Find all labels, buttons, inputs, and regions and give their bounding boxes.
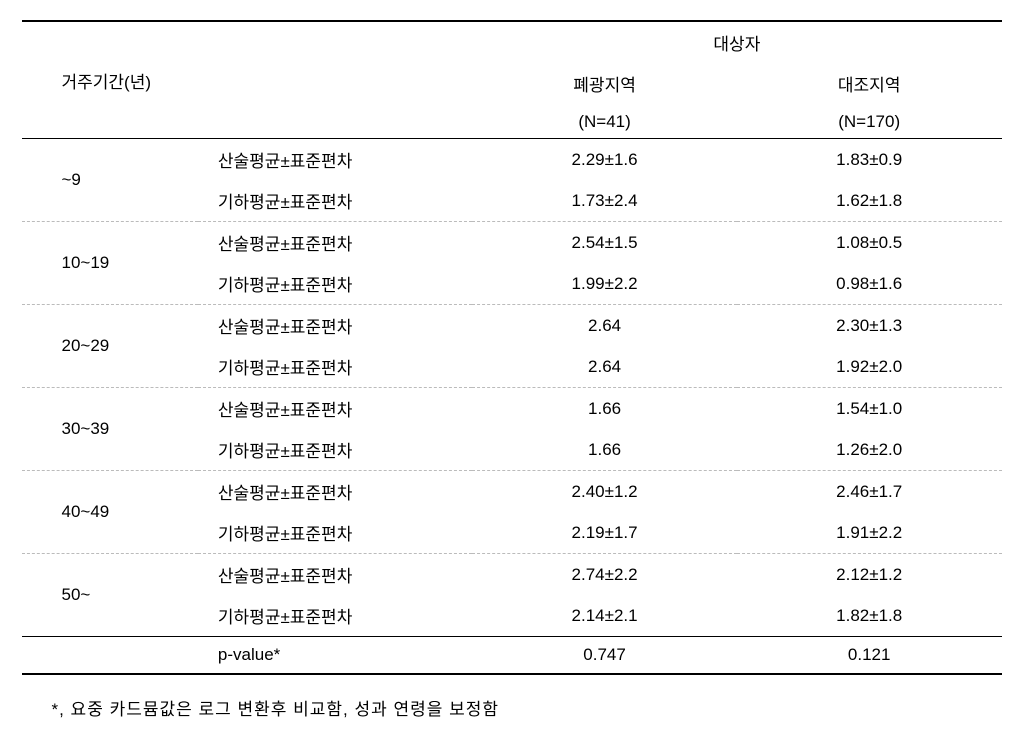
metric-label: 산술평균±표준편차 [198,554,472,596]
value-cell: 2.19±1.7 [472,512,737,554]
value-cell: 1.26±2.0 [737,429,1002,471]
value-cell: 1.91±2.2 [737,512,1002,554]
value-cell: 2.29±1.6 [472,139,737,181]
metric-label: 산술평균±표준편차 [198,388,472,430]
value-cell: 2.40±1.2 [472,471,737,513]
metric-label: 기하평균±표준편차 [198,180,472,222]
value-cell: 1.73±2.4 [472,180,737,222]
group-header: 대상자 [472,21,1001,63]
metric-label: 기하평균±표준편차 [198,595,472,637]
col2-n: (N=170) [737,104,1002,139]
table-body: ~9산술평균±표준편차2.29±1.61.83±0.9기하평균±표준편차1.73… [22,139,1002,675]
metric-label: 산술평균±표준편차 [198,139,472,181]
value-cell: 2.12±1.2 [737,554,1002,596]
value-cell: 0.98±1.6 [737,263,1002,305]
table-row: 20~29산술평균±표준편차2.642.30±1.3 [22,305,1002,347]
table-container: 거주기간(년) 대상자 폐광지역 대조지역 (N=41) (N=170) ~9산… [22,20,1002,720]
table-header: 거주기간(년) 대상자 폐광지역 대조지역 (N=41) (N=170) [22,21,1002,139]
value-cell: 1.08±0.5 [737,222,1002,264]
metric-label: 기하평균±표준편차 [198,512,472,554]
value-cell: 2.30±1.3 [737,305,1002,347]
period-label: 50~ [22,554,198,637]
period-label: 10~19 [22,222,198,305]
table-row: 50~산술평균±표준편차2.74±2.22.12±1.2 [22,554,1002,596]
pvalue-row: p-value*0.7470.121 [22,637,1002,675]
period-label: 20~29 [22,305,198,388]
value-cell: 1.66 [472,429,737,471]
col1-n: (N=41) [472,104,737,139]
pvalue-blank [22,637,198,675]
value-cell: 1.66 [472,388,737,430]
col1-header: 폐광지역 [472,63,737,104]
table-row: 10~19산술평균±표준편차2.54±1.51.08±0.5 [22,222,1002,264]
value-cell: 1.54±1.0 [737,388,1002,430]
row-label-header: 거주기간(년) [22,21,198,139]
metric-label: 기하평균±표준편차 [198,429,472,471]
value-cell: 1.83±0.9 [737,139,1002,181]
value-cell: 1.92±2.0 [737,346,1002,388]
value-cell: 2.14±2.1 [472,595,737,637]
table-row: ~9산술평균±표준편차2.29±1.61.83±0.9 [22,139,1002,181]
pvalue-label: p-value* [198,637,472,675]
table-row: 40~49산술평균±표준편차2.40±1.22.46±1.7 [22,471,1002,513]
col2-header: 대조지역 [737,63,1002,104]
value-cell: 2.74±2.2 [472,554,737,596]
value-cell: 1.99±2.2 [472,263,737,305]
metric-label: 산술평균±표준편차 [198,305,472,347]
metric-label: 기하평균±표준편차 [198,263,472,305]
value-cell: 2.54±1.5 [472,222,737,264]
pvalue-cell: 0.121 [737,637,1002,675]
value-cell: 2.64 [472,305,737,347]
period-label: ~9 [22,139,198,222]
value-cell: 1.82±1.8 [737,595,1002,637]
value-cell: 2.46±1.7 [737,471,1002,513]
footnote: *, 요중 카드뮴값은 로그 변환후 비교함, 성과 연령을 보정함 [22,695,1002,720]
value-cell: 2.64 [472,346,737,388]
data-table: 거주기간(년) 대상자 폐광지역 대조지역 (N=41) (N=170) ~9산… [22,20,1002,675]
metric-label: 산술평균±표준편차 [198,222,472,264]
metric-label: 기하평균±표준편차 [198,346,472,388]
period-label: 30~39 [22,388,198,471]
period-label: 40~49 [22,471,198,554]
table-row: 30~39산술평균±표준편차1.661.54±1.0 [22,388,1002,430]
pvalue-cell: 0.747 [472,637,737,675]
metric-label: 산술평균±표준편차 [198,471,472,513]
value-cell: 1.62±1.8 [737,180,1002,222]
metric-header-blank [198,21,472,139]
